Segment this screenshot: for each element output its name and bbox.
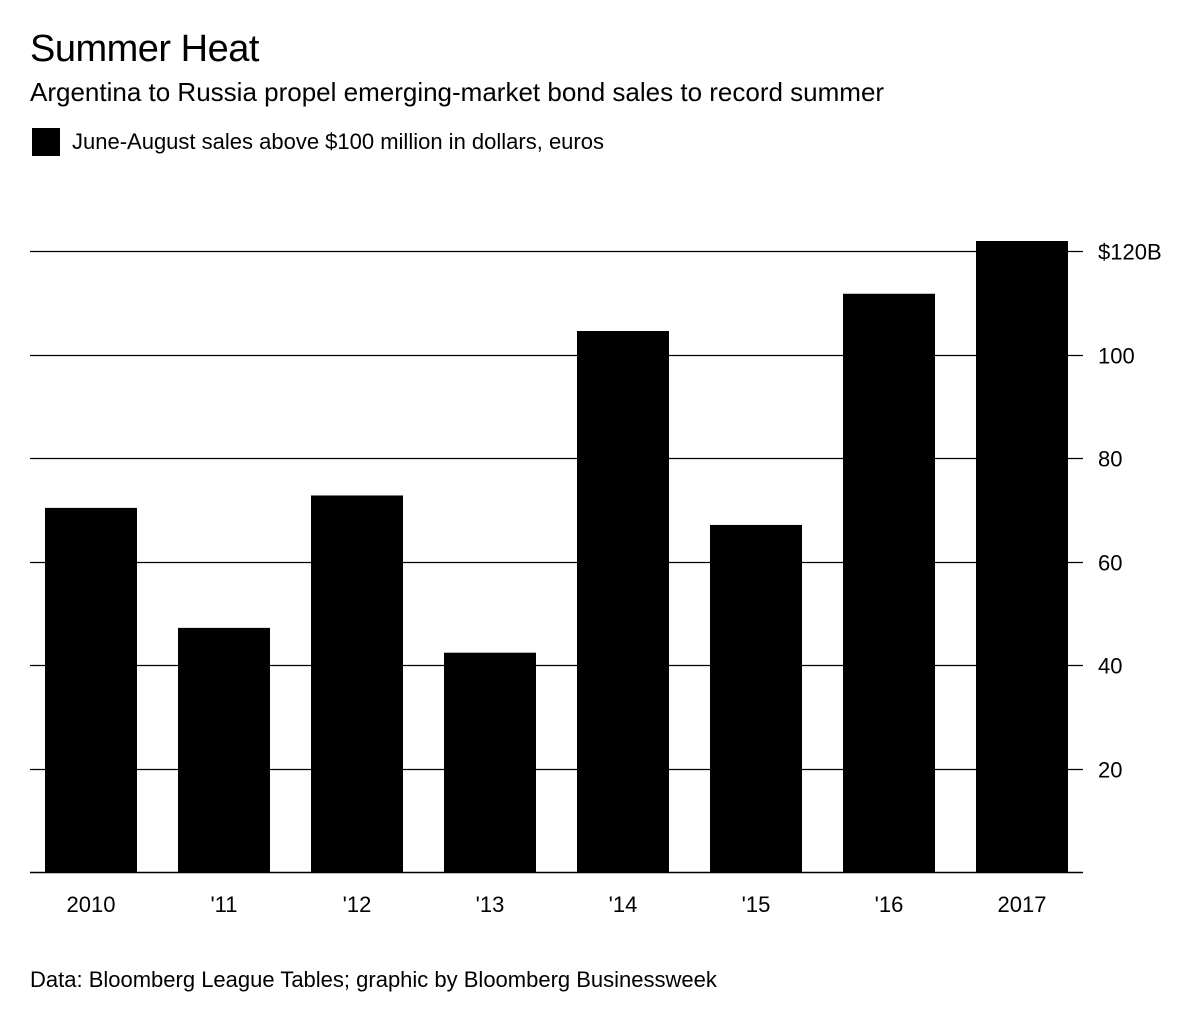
x-tick-label: '15 bbox=[742, 892, 771, 917]
x-tick-label: 2010 bbox=[67, 892, 116, 917]
y-axis-labels: 20 40 60 80 100 $120B bbox=[1098, 240, 1162, 783]
bar bbox=[311, 495, 403, 872]
bar bbox=[843, 293, 935, 872]
x-tick-label: '12 bbox=[343, 892, 372, 917]
bar bbox=[178, 627, 270, 872]
source-note: Data: Bloomberg League Tables; graphic b… bbox=[30, 967, 717, 992]
y-tick-label: 100 bbox=[1098, 344, 1135, 369]
x-tick-label: '11 bbox=[210, 892, 237, 917]
y-tick-label: 80 bbox=[1098, 447, 1122, 472]
x-tick-label: '14 bbox=[609, 892, 638, 917]
legend-swatch bbox=[32, 128, 60, 156]
legend: June-August sales above $100 million in … bbox=[32, 128, 604, 156]
chart-title: Summer Heat bbox=[30, 28, 259, 70]
bar bbox=[976, 241, 1068, 872]
bar bbox=[577, 330, 669, 872]
legend-label: June-August sales above $100 million in … bbox=[72, 129, 604, 154]
chart-subtitle: Argentina to Russia propel emerging-mark… bbox=[30, 77, 885, 107]
y-tick-label: 20 bbox=[1098, 758, 1122, 783]
x-tick-label: '13 bbox=[476, 892, 505, 917]
bar bbox=[710, 524, 802, 872]
bar bbox=[444, 652, 536, 872]
bars bbox=[45, 241, 1068, 872]
bar bbox=[45, 507, 137, 872]
y-tick-label: 60 bbox=[1098, 551, 1122, 576]
x-tick-label: 2017 bbox=[998, 892, 1047, 917]
x-axis-labels: 2010 '11 '12 '13 '14 '15 '16 2017 bbox=[67, 892, 1047, 917]
y-tick-label: $120B bbox=[1098, 240, 1162, 265]
y-tick-label: 40 bbox=[1098, 654, 1122, 679]
x-tick-label: '16 bbox=[875, 892, 904, 917]
